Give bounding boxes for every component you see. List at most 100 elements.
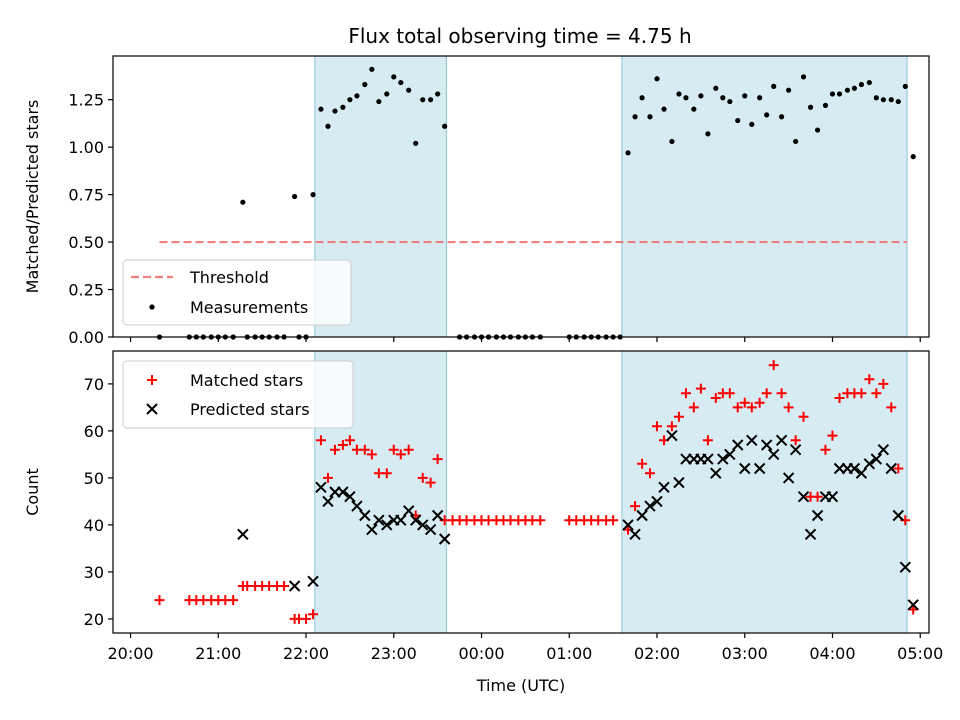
x-tick-label: 05:00: [897, 644, 943, 663]
matched-point: [344, 435, 355, 446]
matched-point: [856, 388, 867, 399]
matched-point: [366, 449, 377, 460]
y-tick-label: 50: [84, 469, 104, 488]
matched-point: [710, 393, 721, 403]
matched-point: [322, 472, 333, 483]
measurement-point: [713, 85, 719, 91]
legend-matched-swatch: [147, 375, 157, 385]
measurement-point: [902, 83, 908, 89]
x-tick-label: 03:00: [722, 644, 768, 663]
matched-point: [315, 435, 326, 446]
legend-matched-label: Matched stars: [190, 371, 303, 390]
measurement-point: [406, 87, 412, 93]
measurement-point: [705, 131, 711, 137]
matched-point: [878, 378, 889, 389]
measurement-point: [771, 83, 777, 89]
measurement-point: [413, 140, 419, 146]
measurement-point: [880, 97, 886, 103]
matched-point: [739, 397, 750, 408]
measurement-point: [428, 97, 434, 103]
y-tick-label: 30: [84, 563, 104, 582]
x-axis-label: Time (UTC): [476, 676, 565, 695]
legend-measurements-label: Measurements: [190, 298, 308, 317]
measurement-point: [793, 138, 799, 145]
predicted-point: [307, 575, 319, 588]
measurement-point: [851, 85, 858, 91]
measurement-point: [691, 106, 697, 112]
x-tick-label: 20:00: [107, 644, 153, 663]
predicted-point: [622, 519, 634, 531]
predicted-point: [644, 500, 656, 512]
matched-point: [783, 402, 794, 413]
matched-point: [688, 402, 699, 413]
series-2: [237, 429, 919, 611]
matched-point: [388, 444, 399, 455]
measurement-point: [292, 193, 298, 200]
measurement-point: [362, 81, 368, 88]
measurement-point: [347, 97, 353, 103]
predicted-point: [381, 519, 393, 531]
predicted-point: [870, 453, 883, 465]
x-tick-label: 00:00: [458, 644, 504, 663]
measurement-point: [829, 91, 836, 97]
measurement-point: [844, 87, 851, 93]
matched-point: [754, 397, 765, 408]
matched-point: [644, 468, 655, 479]
matched-point: [864, 374, 875, 385]
measurement-point: [836, 91, 843, 97]
predicted-point: [797, 490, 810, 503]
measurement-point: [340, 104, 346, 110]
predicted-point: [724, 448, 736, 461]
measurement-point: [764, 112, 770, 118]
matched-point: [395, 449, 406, 460]
matched-point: [417, 472, 428, 483]
matched-point: [834, 393, 845, 403]
legend-box: [122, 259, 352, 326]
measurement-point: [398, 79, 404, 86]
measurement-point: [325, 123, 331, 129]
measurement-point: [384, 91, 390, 97]
y-tick-label: 0.50: [68, 233, 104, 252]
predicted-point: [410, 514, 422, 526]
x-tick-label: 23:00: [371, 644, 417, 663]
matched-point: [827, 430, 838, 441]
chart-title: Flux total observing time = 4.75 h: [348, 24, 691, 48]
matched-point: [790, 435, 801, 446]
measurement-point: [639, 95, 645, 101]
predicted-point: [359, 509, 371, 522]
predicted-point: [789, 443, 802, 456]
legend-box: [122, 360, 354, 429]
observing-window-2: [621, 55, 908, 338]
predicted-point: [753, 462, 766, 475]
measurement-point: [661, 106, 667, 112]
measurement-point: [442, 123, 448, 129]
axes-frame: [112, 350, 930, 634]
measurement-point: [391, 74, 397, 80]
predicted-point: [717, 453, 729, 465]
measurement-point: [669, 138, 675, 145]
matched-point: [724, 388, 735, 399]
y-tick-label: 0.75: [68, 186, 104, 205]
measurement-point: [814, 127, 821, 133]
predicted-point: [344, 490, 356, 503]
matched-point: [652, 421, 662, 432]
predicted-point: [322, 495, 334, 508]
measurement-point: [676, 91, 682, 97]
predicted-point: [746, 434, 758, 447]
y-tick-label: 1.00: [68, 138, 104, 157]
measurement-point: [720, 95, 726, 101]
matched-point: [680, 388, 691, 399]
predicted-point: [351, 500, 363, 512]
measurement-point: [800, 74, 807, 80]
predicted-point: [366, 523, 378, 536]
matched-point: [666, 421, 677, 432]
matched-point: [279, 581, 290, 591]
predicted-point: [337, 486, 349, 498]
predicted-point: [702, 453, 714, 465]
predicted-point: [438, 533, 451, 545]
predicted-point: [651, 495, 663, 508]
y-tick-label: 0.25: [68, 281, 104, 300]
measurement-point: [435, 91, 441, 97]
predicted-point: [899, 561, 912, 573]
predicted-point: [811, 509, 824, 522]
